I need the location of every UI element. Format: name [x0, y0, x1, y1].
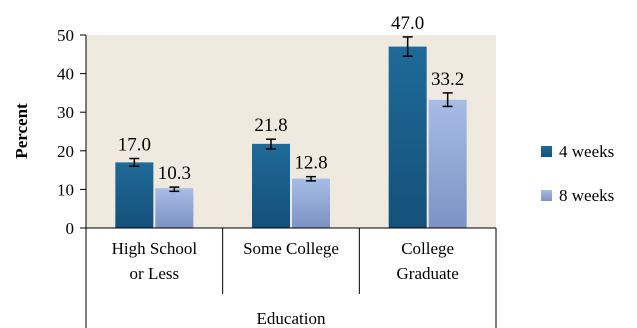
- y-tick-label: 10: [57, 180, 74, 199]
- bar: [115, 162, 154, 228]
- error-bar: [442, 92, 453, 108]
- error-bar: [129, 157, 140, 167]
- x-tick-label: High School or Less: [112, 239, 198, 283]
- data-label: 33.2: [431, 69, 464, 90]
- y-tick-label: 40: [57, 65, 74, 84]
- y-tick-label: 30: [57, 103, 74, 122]
- legend-swatch: [541, 146, 552, 157]
- legend-label: 4 weeks: [559, 142, 614, 161]
- error-bar: [402, 36, 413, 57]
- legend-swatch: [541, 190, 552, 201]
- bar: [155, 188, 194, 228]
- legend-item: 8 weeks: [541, 186, 614, 205]
- plot-area: [86, 35, 496, 228]
- legend-item: 4 weeks: [541, 142, 614, 161]
- bar: [428, 99, 467, 229]
- y-tick-label: 0: [66, 219, 75, 238]
- error-bar: [169, 186, 180, 193]
- data-label: 47.0: [391, 13, 424, 34]
- bar: [388, 46, 427, 228]
- bar: [292, 178, 330, 228]
- legend-label: 8 weeks: [559, 186, 614, 205]
- x-axis-label: Education: [257, 309, 326, 328]
- legend: 4 weeks 8 weeks: [541, 142, 614, 205]
- y-tick-label: 50: [57, 26, 74, 45]
- y-tick-label: 20: [57, 142, 74, 161]
- x-tick-label: Some College: [243, 239, 339, 258]
- error-bar: [266, 138, 276, 150]
- data-label: 10.3: [158, 163, 191, 184]
- y-axis-label: Percent: [12, 103, 31, 159]
- x-tick-label: College Graduate: [397, 239, 459, 283]
- data-label: 17.0: [118, 135, 151, 156]
- error-bar: [306, 175, 316, 182]
- bar: [252, 143, 290, 228]
- data-label: 21.8: [254, 115, 287, 136]
- data-label: 12.8: [294, 153, 327, 174]
